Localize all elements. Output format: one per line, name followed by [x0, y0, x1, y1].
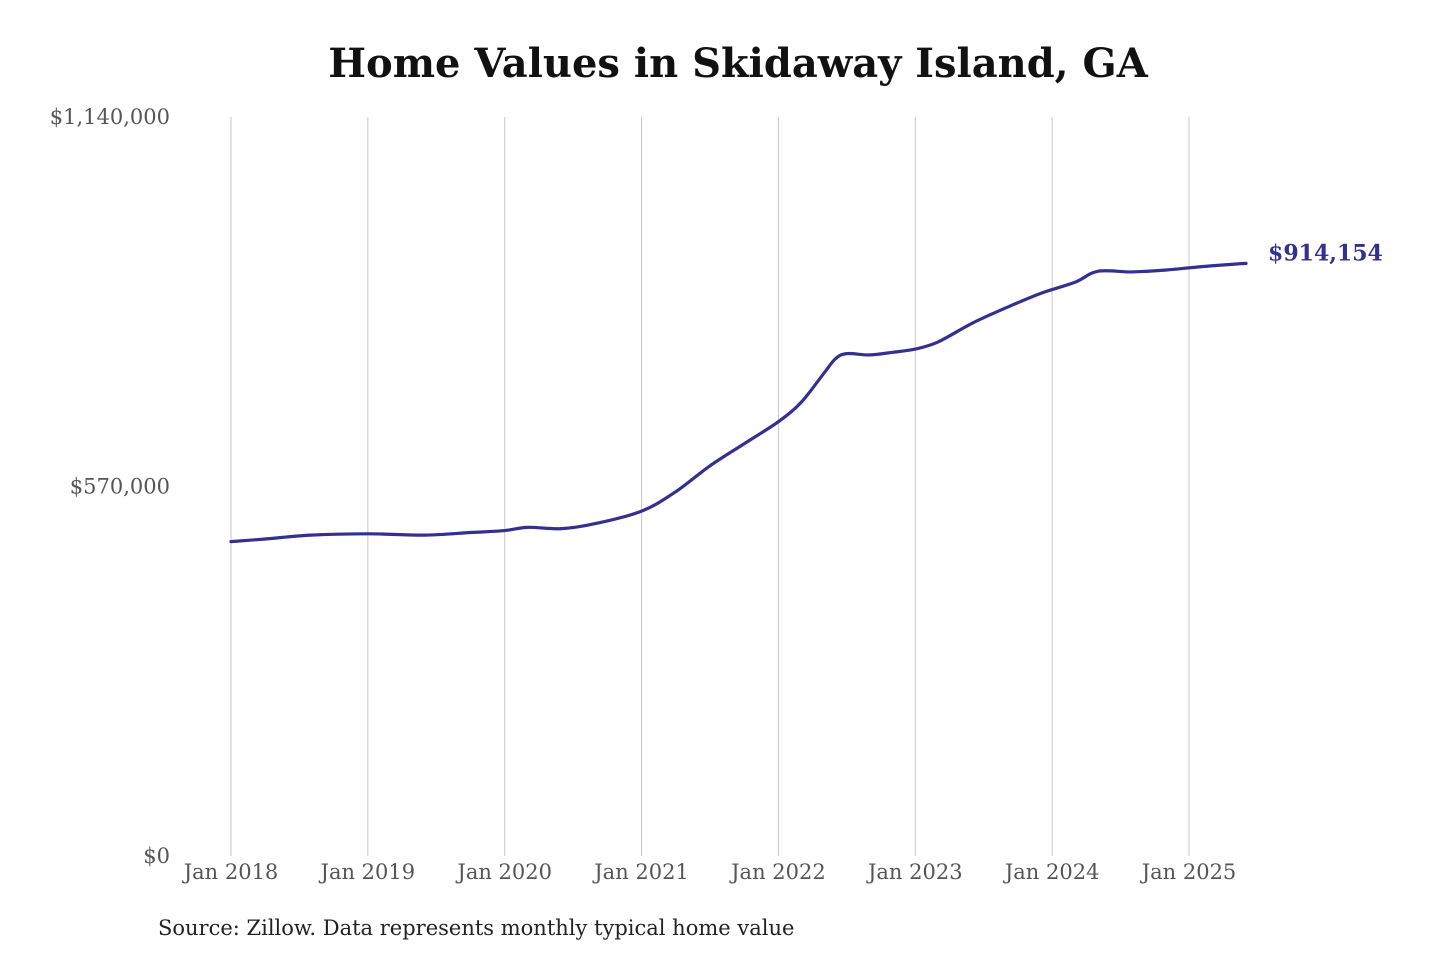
x-tick-label-2022-01: Jan 2022 — [729, 860, 826, 884]
end-value-label: $914,154 — [1268, 240, 1383, 266]
x-tick-label-2018-01: Jan 2018 — [182, 860, 279, 884]
x-tick-label-2019-01: Jan 2019 — [319, 860, 416, 884]
chart-title: Home Values in Skidaway Island, GA — [328, 40, 1148, 87]
x-tick-label-2025-01: Jan 2025 — [1140, 860, 1237, 884]
source-note: Source: Zillow. Data represents monthly … — [158, 916, 795, 940]
y-tick-label-0: $0 — [143, 844, 170, 868]
x-tick-label-2024-01: Jan 2024 — [1003, 860, 1100, 884]
x-tick-label-2020-01: Jan 2020 — [455, 860, 552, 884]
x-tick-label-2023-01: Jan 2023 — [866, 860, 963, 884]
y-tick-label-570000: $570,000 — [70, 475, 170, 499]
x-tick-label-2021-01: Jan 2021 — [592, 860, 689, 884]
y-tick-label-1140000: $1,140,000 — [50, 105, 170, 129]
series-line-0 — [229, 261, 1248, 544]
